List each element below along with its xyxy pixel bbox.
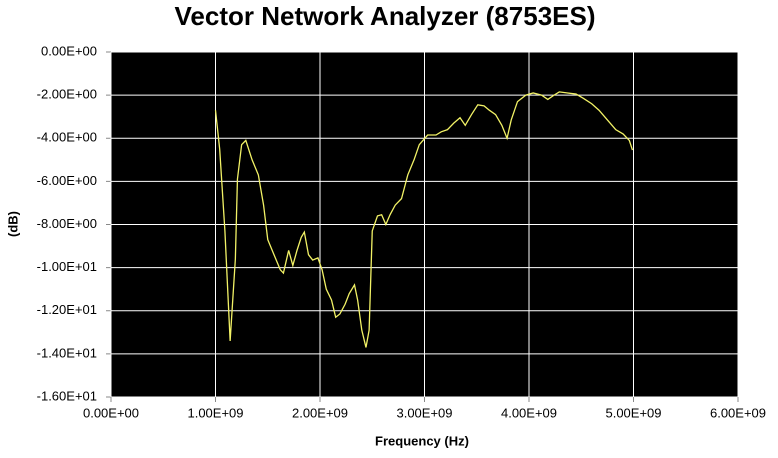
y-tick-label: -1.20E+01 xyxy=(37,302,97,317)
x-axis-label: Frequency (Hz) xyxy=(375,433,469,448)
y-tick-label: -1.60E+01 xyxy=(37,388,97,403)
y-tick-label: -8.00E+00 xyxy=(37,216,97,231)
y-axis-label: (dB) xyxy=(5,211,20,237)
y-tick-label: -4.00E+00 xyxy=(37,130,97,145)
y-tick-label: -6.00E+00 xyxy=(37,173,97,188)
data-line xyxy=(214,91,634,348)
x-tick-label: 1.00E+09 xyxy=(187,405,243,420)
chart-title: Vector Network Analyzer (8753ES) xyxy=(175,1,596,31)
y-tick-label: -2.00E+00 xyxy=(37,87,97,102)
x-tick-label: 2.00E+09 xyxy=(292,405,348,420)
x-tick-label: 0.00E+00 xyxy=(83,405,139,420)
x-tick-label: 4.00E+09 xyxy=(501,405,557,420)
x-tick-label: 3.00E+09 xyxy=(396,405,452,420)
y-tick-label: -1.00E+01 xyxy=(37,259,97,274)
x-tick-label: 6.00E+09 xyxy=(710,405,766,420)
x-tick-label: 5.00E+09 xyxy=(605,405,661,420)
y-tick-label: 0.00E+00 xyxy=(41,43,97,58)
y-tick-label: -1.40E+01 xyxy=(37,345,97,360)
